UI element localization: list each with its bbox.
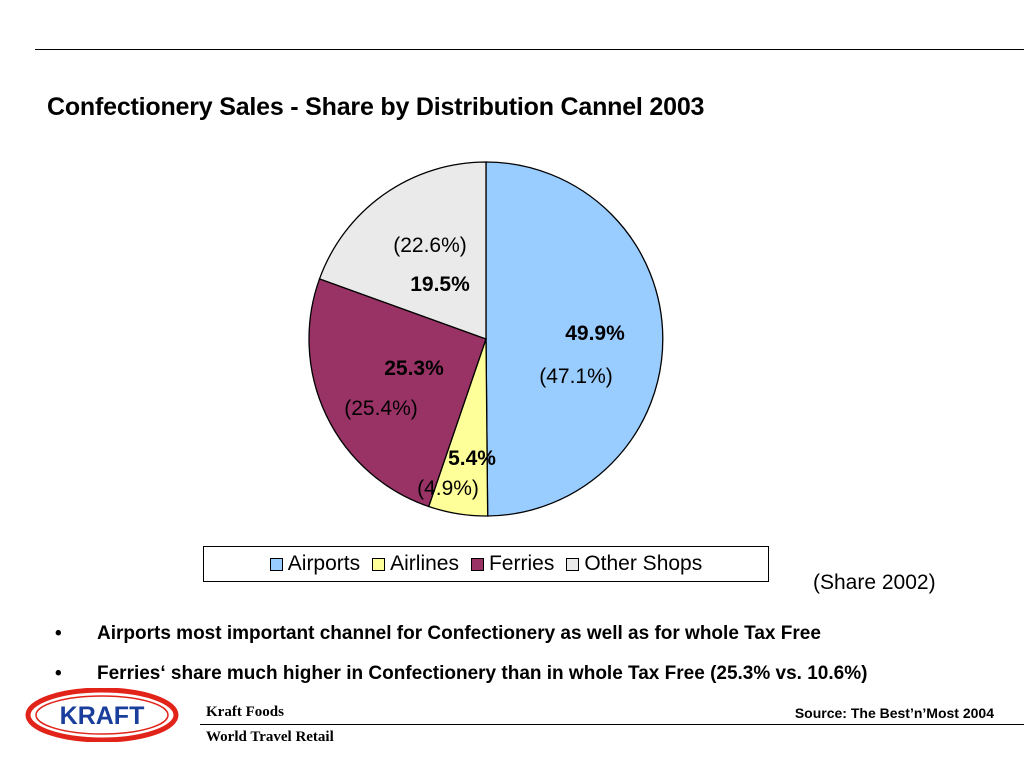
bullet-symbol: • <box>55 663 62 684</box>
bullet-item: • Airports most important channel for Co… <box>55 622 997 645</box>
pie-slice-other-shops <box>318 161 487 340</box>
pie-prev-label-ferries: (25.4%) <box>344 397 418 420</box>
legend-swatch-airports <box>269 557 283 571</box>
kraft-logo: KRAFT <box>25 688 179 742</box>
legend-swatch-ferries <box>470 557 484 571</box>
bullet-list: • Airports most important channel for Co… <box>55 622 997 702</box>
pie-prev-label-other-shops: (22.6%) <box>393 234 467 257</box>
legend-label-other-shops: Other Shops <box>584 552 703 575</box>
legend-swatch-other-shops <box>566 557 580 571</box>
pie-label-airports: 49.9% <box>565 322 625 345</box>
pie-label-other-shops: 19.5% <box>410 273 470 296</box>
pie-prev-label-airlines: (4.9%) <box>417 477 479 500</box>
pie-labels: 49.9% (47.1%) 5.4% (4.9%) 25.3% (25.4%) 19.5% (… <box>344 234 625 500</box>
legend-item-airports: Airports <box>269 552 361 576</box>
top-rule <box>35 49 1024 50</box>
bullet-text: Airports most important channel for Conf… <box>97 623 821 644</box>
footer-rule <box>200 724 1024 725</box>
pie-slices <box>308 161 664 517</box>
bullet-symbol: • <box>55 623 62 644</box>
kraft-logo-text: KRAFT <box>60 702 145 730</box>
legend-label-ferries: Ferries <box>488 552 555 575</box>
share-2002-note: (Share 2002) <box>813 571 936 594</box>
footer-source: Source: The Best’n’Most 2004 <box>794 705 994 721</box>
footer-division: World Travel Retail <box>206 729 334 745</box>
legend-label-airlines: Airlines <box>390 552 459 575</box>
legend-swatch-airlines <box>372 557 386 571</box>
pie-label-ferries: 25.3% <box>384 357 444 380</box>
chart-legend: Airports Airlines Ferries Other Shops <box>203 546 769 582</box>
pie-slice-ferries <box>308 278 487 508</box>
bullet-text: Ferries‘ share much higher in Confection… <box>97 663 868 684</box>
pie-label-airlines: 5.4% <box>448 447 496 470</box>
bullet-item: • Ferries‘ share much higher in Confecti… <box>55 662 997 685</box>
legend-item-airlines: Airlines <box>372 552 459 576</box>
legend-label-airports: Airports <box>287 552 361 575</box>
legend-item-ferries: Ferries <box>470 552 555 576</box>
footer-company: Kraft Foods <box>206 704 284 720</box>
legend-item-other-shops: Other Shops <box>566 552 702 576</box>
pie-slice-airports <box>485 161 664 517</box>
slide-title: Confectionery Sales - Share by Distribut… <box>47 93 705 121</box>
pie-prev-label-airports: (47.1%) <box>539 365 613 388</box>
